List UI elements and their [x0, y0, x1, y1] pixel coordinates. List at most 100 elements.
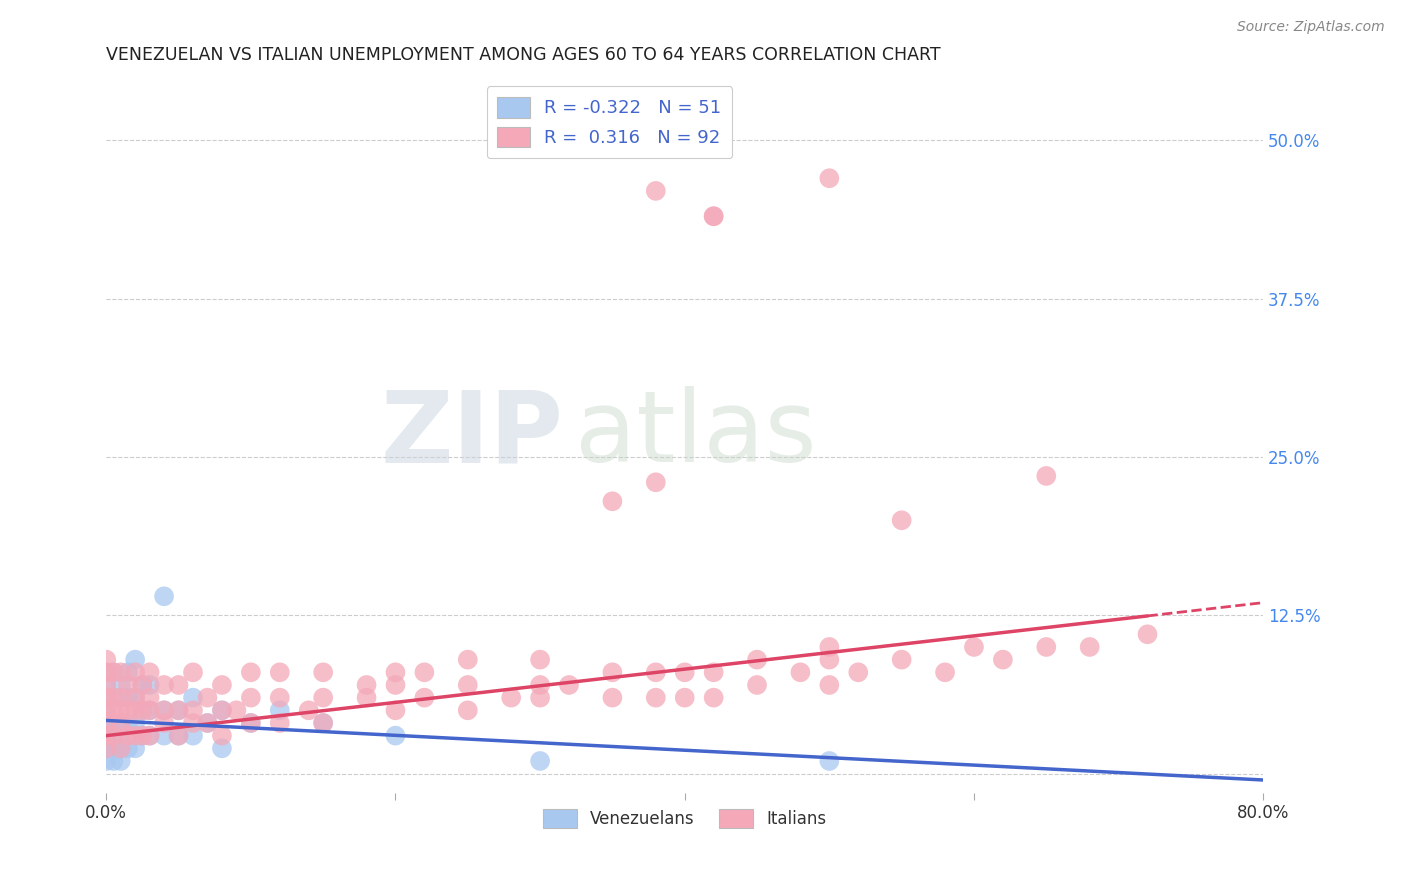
Point: [117, 678, 139, 692]
Point: [110, 678, 132, 692]
Point: [934, 665, 956, 680]
Point: [197, 690, 219, 705]
Point: [963, 640, 986, 654]
Point: [138, 703, 160, 717]
Point: [96, 741, 118, 756]
Point: [103, 690, 125, 705]
Point: [602, 494, 624, 508]
Point: [96, 678, 118, 692]
Point: [138, 690, 160, 705]
Point: [673, 665, 696, 680]
Point: [269, 716, 291, 731]
Point: [703, 665, 725, 680]
Point: [117, 665, 139, 680]
Point: [124, 741, 146, 756]
Point: [167, 703, 190, 717]
Point: [131, 678, 153, 692]
Point: [153, 678, 176, 692]
Point: [225, 703, 247, 717]
Point: [96, 690, 118, 705]
Point: [124, 665, 146, 680]
Point: [124, 729, 146, 743]
Point: [818, 653, 841, 667]
Point: [96, 729, 118, 743]
Point: [96, 741, 118, 756]
Point: [96, 665, 118, 680]
Point: [131, 703, 153, 717]
Legend: Venezuelans, Italians: Venezuelans, Italians: [537, 802, 832, 834]
Point: [131, 678, 153, 692]
Point: [384, 729, 406, 743]
Point: [103, 716, 125, 731]
Point: [644, 665, 666, 680]
Point: [96, 665, 118, 680]
Point: [644, 690, 666, 705]
Point: [96, 741, 118, 756]
Text: atlas: atlas: [575, 386, 817, 483]
Point: [818, 171, 841, 186]
Point: [103, 665, 125, 680]
Point: [131, 703, 153, 717]
Point: [153, 589, 176, 603]
Point: [167, 678, 190, 692]
Point: [356, 678, 378, 692]
Point: [239, 716, 262, 731]
Point: [991, 653, 1014, 667]
Point: [529, 754, 551, 768]
Point: [167, 703, 190, 717]
Point: [110, 754, 132, 768]
Point: [269, 690, 291, 705]
Point: [239, 716, 262, 731]
Point: [529, 690, 551, 705]
Point: [124, 653, 146, 667]
Point: [181, 716, 204, 731]
Point: [96, 729, 118, 743]
Point: [117, 690, 139, 705]
Point: [96, 653, 118, 667]
Point: [110, 703, 132, 717]
Point: [138, 678, 160, 692]
Point: [211, 678, 233, 692]
Point: [211, 729, 233, 743]
Point: [124, 690, 146, 705]
Point: [96, 754, 118, 768]
Point: [239, 665, 262, 680]
Point: [181, 703, 204, 717]
Point: [211, 703, 233, 717]
Point: [96, 716, 118, 731]
Point: [312, 665, 335, 680]
Point: [124, 716, 146, 731]
Point: [138, 703, 160, 717]
Point: [103, 703, 125, 717]
Point: [211, 703, 233, 717]
Point: [138, 729, 160, 743]
Point: [124, 703, 146, 717]
Point: [312, 716, 335, 731]
Point: [138, 729, 160, 743]
Point: [745, 653, 768, 667]
Point: [117, 703, 139, 717]
Point: [124, 690, 146, 705]
Point: [110, 716, 132, 731]
Point: [96, 678, 118, 692]
Point: [181, 665, 204, 680]
Point: [117, 716, 139, 731]
Point: [153, 716, 176, 731]
Point: [413, 690, 436, 705]
Point: [529, 678, 551, 692]
Point: [1035, 640, 1057, 654]
Point: [558, 678, 581, 692]
Text: ZIP: ZIP: [381, 386, 564, 483]
Point: [703, 209, 725, 223]
Point: [110, 690, 132, 705]
Point: [818, 754, 841, 768]
Point: [457, 678, 479, 692]
Point: [103, 665, 125, 680]
Point: [673, 690, 696, 705]
Point: [117, 741, 139, 756]
Point: [110, 741, 132, 756]
Point: [703, 690, 725, 705]
Point: [181, 690, 204, 705]
Point: [312, 690, 335, 705]
Point: [167, 729, 190, 743]
